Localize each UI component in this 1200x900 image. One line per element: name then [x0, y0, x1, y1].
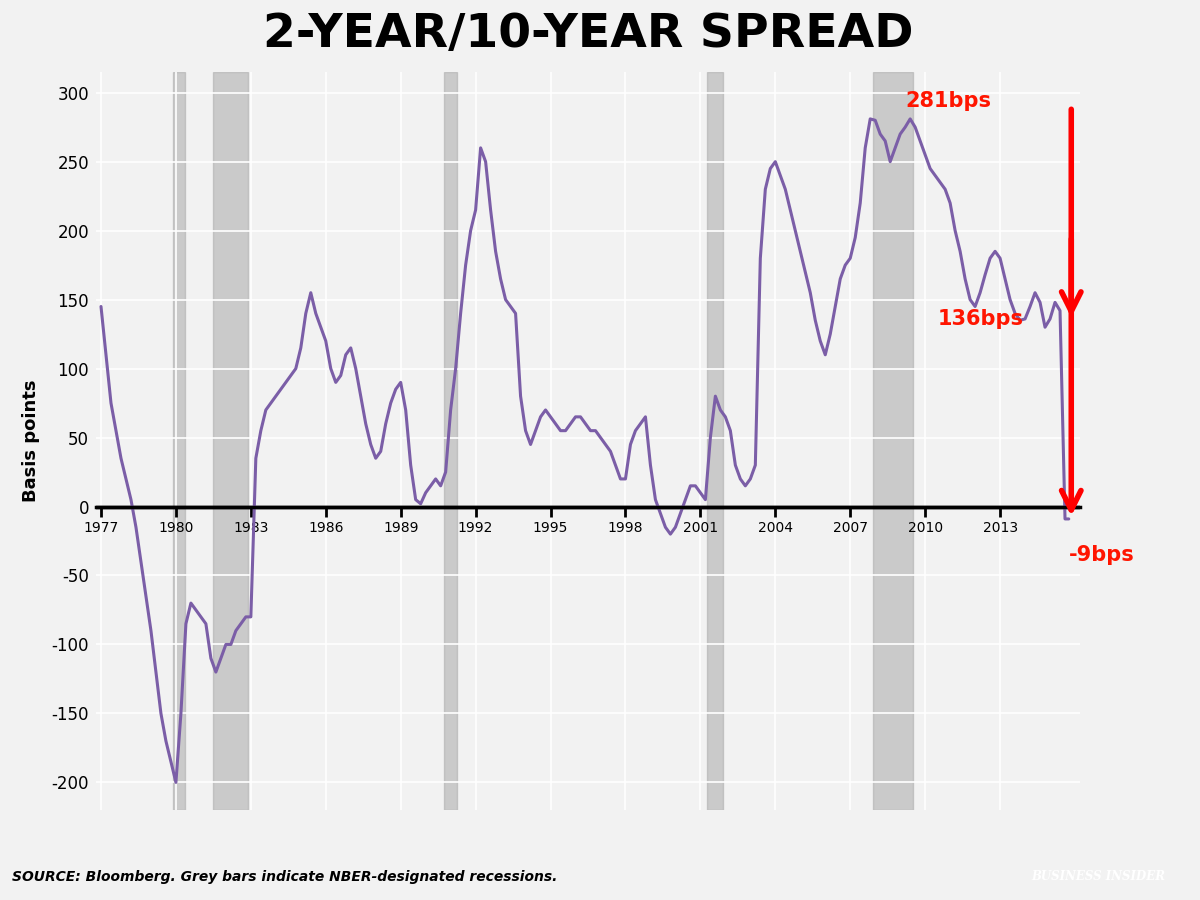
Y-axis label: Basis points: Basis points — [23, 380, 41, 502]
Bar — [707, 72, 722, 810]
Title: 2-YEAR/10-YEAR SPREAD: 2-YEAR/10-YEAR SPREAD — [263, 12, 913, 57]
Text: SOURCE: Bloomberg. Grey bars indicate NBER-designated recessions.: SOURCE: Bloomberg. Grey bars indicate NB… — [12, 869, 557, 884]
Text: 281bps: 281bps — [905, 91, 991, 111]
Bar — [174, 72, 185, 810]
Text: 136bps: 136bps — [937, 309, 1024, 328]
Bar — [872, 72, 913, 810]
Text: -9bps: -9bps — [1069, 545, 1134, 565]
Bar — [444, 72, 457, 810]
Bar — [214, 72, 248, 810]
